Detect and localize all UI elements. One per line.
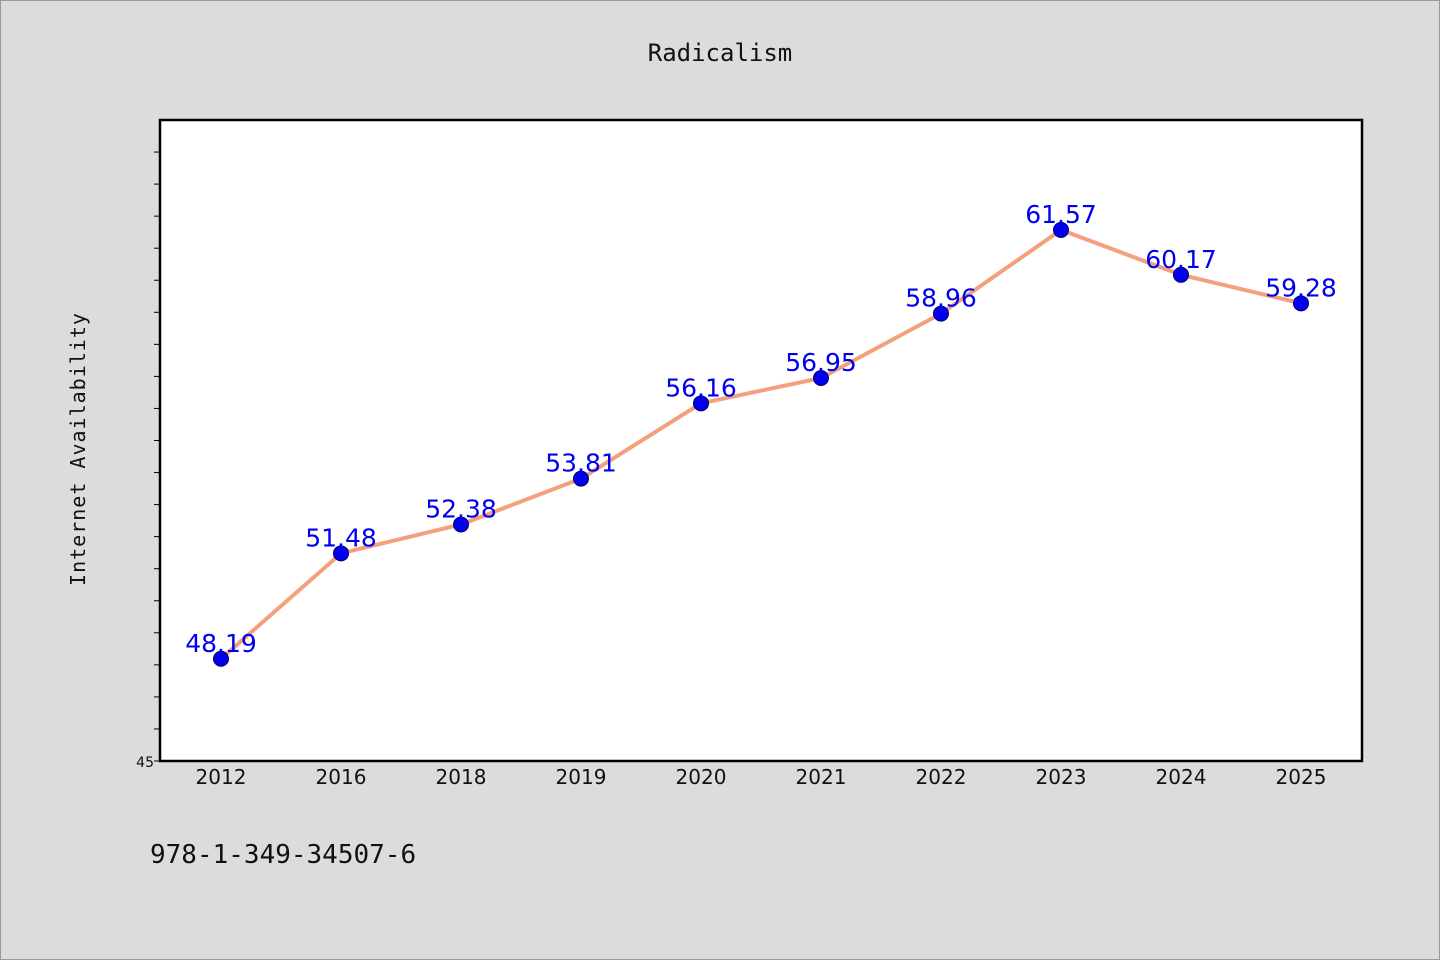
- data-point: [1293, 295, 1309, 312]
- y-axis-label: Internet Availability: [66, 312, 90, 586]
- data-point: [1173, 266, 1189, 283]
- x-tick-label: 2018: [436, 765, 487, 789]
- data-label: 56.95: [785, 348, 857, 377]
- y-tick-label-min: 45: [136, 755, 154, 771]
- series-line: [219, 227, 1303, 661]
- plot-area: [158, 118, 1364, 763]
- data-point: [1053, 221, 1069, 238]
- series-line-group: [219, 227, 1303, 661]
- data-label: 61.57: [1025, 200, 1097, 229]
- data-label: 56.16: [665, 373, 737, 402]
- x-tick-label: 2023: [1036, 765, 1087, 789]
- y-axis-ticks: [154, 151, 160, 762]
- data-point: [333, 545, 349, 562]
- x-tick-label: 2012: [196, 765, 247, 789]
- series-markers: [213, 221, 1309, 667]
- data-point: [213, 650, 229, 667]
- data-label: 60.17: [1145, 245, 1217, 274]
- data-label: 51.48: [305, 523, 377, 552]
- data-label: 52.38: [425, 494, 497, 523]
- data-point: [573, 470, 589, 487]
- x-tick-label: 2020: [676, 765, 727, 789]
- series-data-labels: 48.19 51.48 52.38 53.81 56.16 56.95 58.96 61.57…: [185, 200, 1337, 658]
- x-axis-tick-labels: 2012 2016 2018 2019 2020 2021 2022 2023 2024 2025: [196, 765, 1327, 789]
- data-label: 59.28: [1265, 273, 1337, 302]
- data-point: [453, 516, 469, 533]
- x-tick-label: 2022: [916, 765, 967, 789]
- footer-code: 978-1-349-34507-6: [150, 840, 416, 870]
- x-tick-label: 2021: [796, 765, 847, 789]
- x-tick-label: 2025: [1276, 765, 1327, 789]
- data-point: [813, 370, 829, 387]
- data-point: [693, 395, 709, 412]
- x-tick-label: 2019: [556, 765, 607, 789]
- x-tick-label: 2016: [316, 765, 367, 789]
- data-label: 58.96: [905, 284, 977, 313]
- chart-title: Radicalism: [648, 39, 793, 67]
- data-point: [933, 305, 949, 322]
- data-label: 53.81: [545, 449, 617, 478]
- x-tick-label: 2024: [1156, 765, 1207, 789]
- data-label: 48.19: [185, 629, 257, 658]
